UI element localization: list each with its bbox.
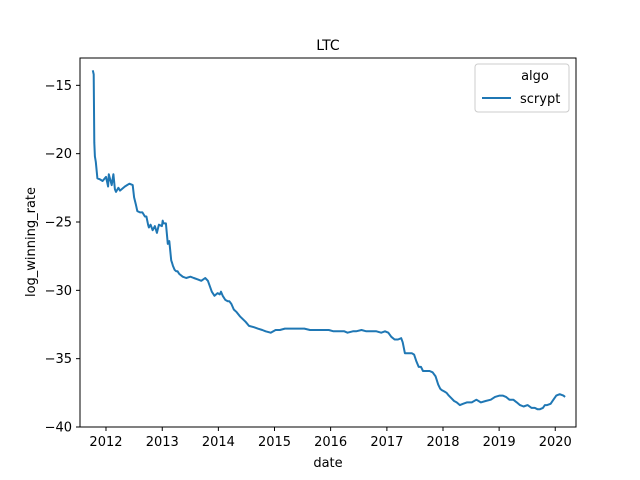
x-tick-label: 2018 [426, 435, 459, 450]
x-tick-label: 2013 [146, 435, 179, 450]
x-tick-label: 2015 [258, 435, 291, 450]
x-tick-label: 2017 [370, 435, 403, 450]
series-layer [91, 70, 566, 411]
legend-entry-scrypt: scrypt [520, 92, 560, 107]
y-tick-label: −25 [45, 216, 72, 231]
plot-background [80, 58, 576, 427]
chart-title: LTC [316, 38, 340, 54]
legend: algo scrypt [474, 63, 570, 113]
legend-title: algo [521, 69, 549, 84]
y-axis: −15 −20 −25 −30 −35 −40 [45, 79, 80, 436]
x-axis: 2012 2013 2014 2015 2016 2017 2018 2019 2020 [89, 427, 572, 450]
y-tick-label: −20 [45, 147, 72, 162]
x-axis-label: date [313, 456, 342, 471]
series-line-scrypt [91, 70, 566, 411]
x-tick-label: 2014 [202, 435, 235, 450]
x-tick-label: 2016 [314, 435, 347, 450]
x-tick-label: 2012 [89, 435, 122, 450]
y-tick-label: −30 [45, 284, 72, 299]
y-axis-label: log_winning_rate [24, 187, 39, 297]
x-tick-label: 2020 [539, 435, 572, 450]
plot-frame [79, 57, 577, 428]
y-tick-label: −35 [45, 352, 72, 367]
y-tick-label: −40 [45, 421, 72, 436]
y-tick-label: −15 [45, 79, 72, 94]
x-tick-label: 2019 [483, 435, 516, 450]
legend-box [474, 63, 570, 113]
